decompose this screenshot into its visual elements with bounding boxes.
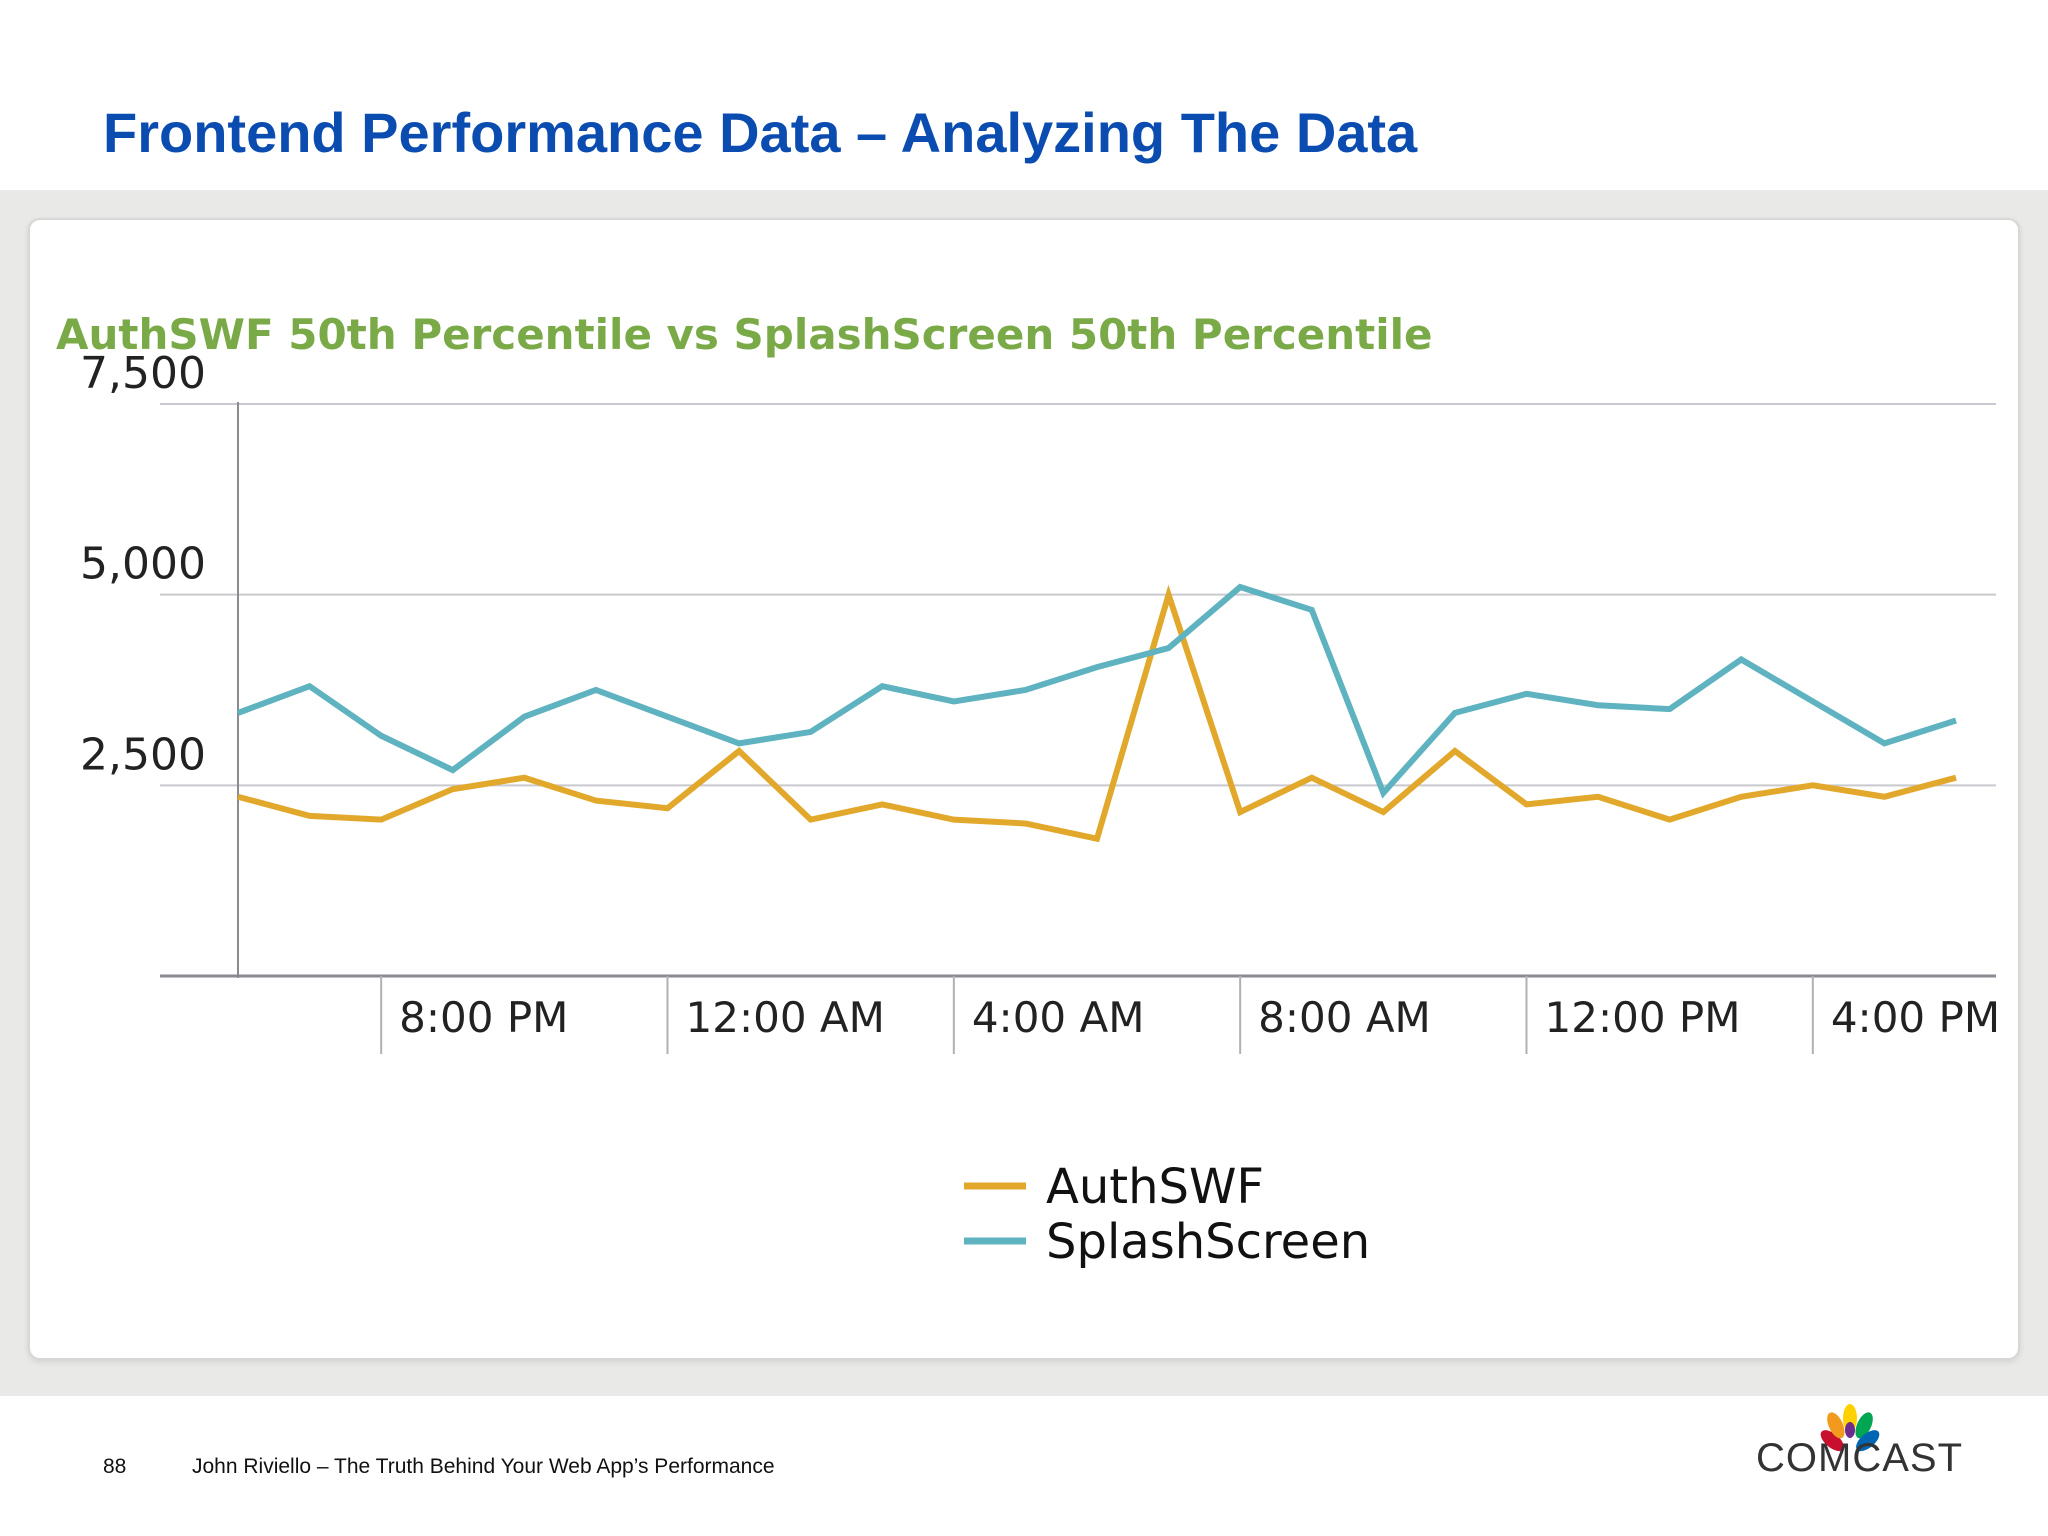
- y-axis-ticks: 2,500 5,000 7,500: [80, 348, 206, 780]
- chart-gridlines: [160, 403, 1996, 787]
- x-tick-label: 12:00 PM: [1545, 993, 1741, 1042]
- series-line-authswf: [237, 584, 1957, 843]
- y-tick-label: 5,000: [80, 539, 206, 590]
- chart-axes: [160, 402, 1996, 978]
- legend-label: SplashScreen: [1046, 1214, 1370, 1270]
- line-chart: AuthSWF 50th Percentile vs SplashScreen …: [56, 310, 2000, 1270]
- slide-title: Frontend Performance Data – Analyzing Th…: [103, 101, 1418, 164]
- x-tick-label: 12:00 AM: [686, 993, 885, 1042]
- page-number: 88: [103, 1455, 127, 1478]
- chart-title: AuthSWF 50th Percentile vs SplashScreen …: [56, 310, 1433, 359]
- chart-panel: AuthSWF 50th Percentile vs SplashScreen …: [28, 218, 2020, 1360]
- x-tick-label: 8:00 PM: [399, 993, 568, 1042]
- comcast-peacock-logo: [1820, 1404, 1880, 1452]
- x-tick-label: 4:00 PM: [1831, 993, 2000, 1042]
- series-line-splashscreen: [236, 583, 1957, 799]
- x-axis-ticks: 8:00 PM 12:00 AM 4:00 AM 8:00 AM 12:00 PM 4:0…: [380, 976, 2000, 1054]
- chart-series: [236, 583, 1957, 843]
- logo-wordmark: COMCAST: [1756, 1436, 1963, 1480]
- legend-label: AuthSWF: [1046, 1159, 1264, 1215]
- x-tick-label: 8:00 AM: [1258, 993, 1431, 1042]
- x-tick-label: 4:00 AM: [972, 993, 1145, 1042]
- y-tick-label: 7,500: [80, 348, 206, 399]
- y-tick-label: 2,500: [80, 729, 206, 780]
- footer-text: John Riviello – The Truth Behind Your We…: [192, 1455, 775, 1478]
